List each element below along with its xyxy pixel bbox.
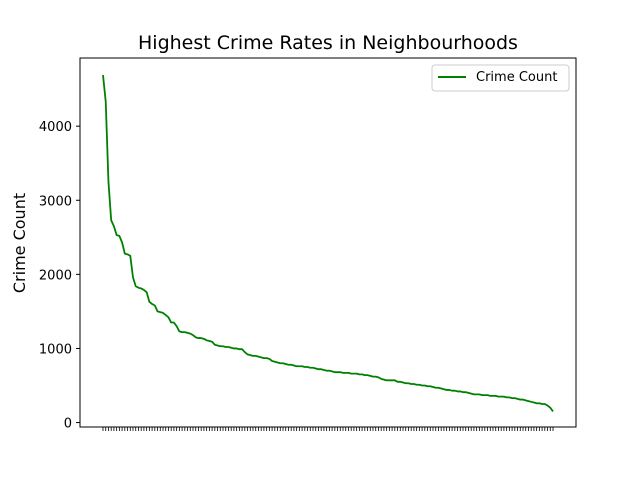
y-tick-label: 1000 (39, 342, 72, 357)
y-axis-label: Crime Count (10, 193, 29, 293)
chart-title: Highest Crime Rates in Neighbourhoods (138, 32, 518, 54)
y-tick-label: 0 (64, 417, 72, 432)
y-tick-label: 4000 (39, 120, 72, 135)
y-tick-label: 2000 (39, 268, 72, 283)
series-line-crime-count (102, 74, 554, 412)
legend: Crime Count (431, 64, 570, 92)
y-tick-label: 3000 (39, 194, 72, 209)
plot-area: 0 1000 2000 3000 4000 (39, 74, 554, 432)
legend-box (431, 64, 570, 92)
legend-label: Crime Count (476, 70, 557, 85)
plot-frame (79, 57, 577, 428)
